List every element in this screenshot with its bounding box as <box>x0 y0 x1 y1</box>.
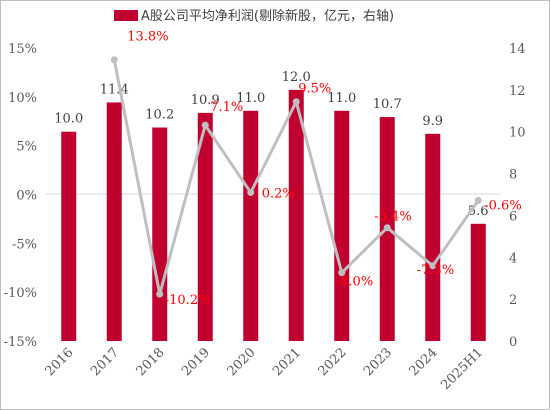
left-axis-tick-label: 10% <box>8 91 37 106</box>
bar-data-label: 10.0 <box>54 112 83 127</box>
right-axis-tick-label: 4 <box>509 251 517 266</box>
legend-swatch-bar <box>114 10 138 21</box>
bar <box>334 110 350 342</box>
right-axis-tick-label: 2 <box>509 293 517 308</box>
bar <box>470 223 486 341</box>
bar-labels: 10.011.410.210.9 11.012.011.0 10.79.95.6 <box>54 70 488 219</box>
right-axis-tick-label: 14 <box>509 42 526 57</box>
line-data-label: 13.8% <box>127 30 168 45</box>
line-data-label: 7.1% <box>210 100 243 115</box>
line-point <box>156 290 164 298</box>
bar-data-label: 10.7 <box>373 97 402 112</box>
left-axis-tick-label: -5% <box>12 237 37 252</box>
line-data-label: -7.3% <box>417 263 454 278</box>
bar-data-label: 10.9 <box>191 93 220 108</box>
line-point <box>201 121 209 129</box>
line-point <box>383 224 391 232</box>
x-axis-tick-label: 2022 <box>316 345 350 379</box>
right-axis-tick-label: 10 <box>509 126 526 141</box>
x-axis-tick-label: 2016 <box>43 345 77 379</box>
bar-data-label: 11.0 <box>327 91 356 106</box>
line-labels: 13.8% -10.2% 7.1% 0.2% 9.5% -8.0% -3.4% -7.3% -0… <box>127 30 521 308</box>
right-axis: 0 2 4 6 8 10 12 14 <box>509 42 526 350</box>
bar-data-label: 9.9 <box>422 114 443 129</box>
left-axis-tick-label: 15% <box>8 42 37 57</box>
left-axis-tick-label: 5% <box>16 140 37 155</box>
x-axis-tick-label: 2023 <box>361 345 395 379</box>
x-axis-tick-label: 2020 <box>225 345 259 379</box>
x-axis-tick-label: 2018 <box>134 345 168 379</box>
bar <box>61 131 77 341</box>
bar <box>197 112 213 341</box>
x-axis-tick-label: 2021 <box>270 345 304 379</box>
bar <box>288 89 304 341</box>
left-axis-tick-label: -10% <box>4 286 37 301</box>
right-axis-tick-label: 12 <box>509 84 526 99</box>
bars <box>61 89 486 342</box>
right-axis-tick-label: 8 <box>509 168 517 183</box>
bar-data-label: 12.0 <box>282 70 311 85</box>
x-axis-tick-label: 2019 <box>179 345 213 379</box>
legend: A股公司平均净利润(剔除新股，亿元，右轴) <box>114 8 394 24</box>
line-point <box>338 269 346 277</box>
x-axis-tick-label: 2024 <box>407 345 441 379</box>
line-point <box>429 262 437 270</box>
x-axis: 2016 2017 2018 2019 2020 2021 2022 2023 20242025… <box>43 345 487 393</box>
line-point <box>247 189 255 197</box>
bar <box>243 110 259 342</box>
left-axis: -15% -10% -5% 0% 5% 10% 15% <box>4 42 37 350</box>
bar-data-label: 11.0 <box>236 91 265 106</box>
line-point <box>292 98 300 106</box>
line-data-label: 9.5% <box>298 82 331 97</box>
x-axis-tick-label: 2025H1 <box>438 345 486 393</box>
line-data-label: -8.0% <box>336 275 373 290</box>
line-point <box>110 56 118 64</box>
line-data-label: 0.2% <box>262 187 295 202</box>
bar-data-label: 11.4 <box>100 82 129 97</box>
right-axis-tick-label: 6 <box>509 209 517 224</box>
left-axis-tick-label: -15% <box>4 335 37 350</box>
legend-label-bar: A股公司平均净利润(剔除新股，亿元，右轴) <box>141 8 394 24</box>
line-series <box>110 56 482 298</box>
bar <box>106 102 122 342</box>
line-data-label: -10.2% <box>165 293 211 308</box>
bar <box>152 127 168 342</box>
bar-data-label: 10.2 <box>145 108 174 123</box>
left-axis-tick-label: 0% <box>16 189 37 204</box>
line-data-label: -0.6% <box>484 198 521 213</box>
right-axis-tick-label: 0 <box>509 335 517 350</box>
line-point <box>474 196 482 204</box>
line-data-label: -3.4% <box>374 210 411 225</box>
bar <box>425 133 441 341</box>
x-axis-tick-label: 2017 <box>88 345 122 379</box>
